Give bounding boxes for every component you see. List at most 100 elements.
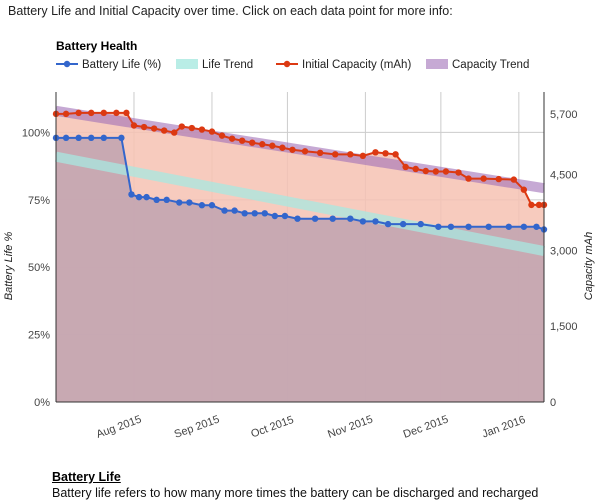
battery-life-heading: Battery Life — [52, 470, 121, 484]
battery-life-data-point[interactable] — [399, 220, 407, 228]
capacity-data-point[interactable] — [150, 125, 158, 132]
battery-life-data-point[interactable] — [143, 193, 150, 201]
capacity-data-point[interactable] — [140, 123, 148, 131]
capacity-data-point[interactable] — [402, 163, 409, 171]
capacity-data-point[interactable] — [535, 201, 543, 209]
capacity-data-point[interactable] — [316, 149, 324, 157]
battery-life-data-point[interactable] — [100, 134, 107, 142]
capacity-data-point[interactable] — [359, 152, 367, 160]
legend-swatch-dot — [283, 60, 291, 68]
battery-life-data-point[interactable] — [261, 210, 268, 217]
battery-life-data-point[interactable] — [505, 223, 512, 230]
capacity-data-point[interactable] — [208, 128, 216, 135]
battery-life-data-point[interactable] — [533, 223, 540, 230]
battery-life-data-point[interactable] — [163, 196, 170, 204]
legend-label: Battery Life (%) — [82, 59, 161, 71]
battery-life-data-point[interactable] — [241, 210, 248, 217]
capacity-data-point[interactable] — [218, 132, 226, 139]
capacity-data-point[interactable] — [465, 175, 472, 182]
capacity-data-point[interactable] — [269, 142, 276, 149]
battery-life-data-point[interactable] — [384, 220, 392, 228]
capacity-data-point[interactable] — [528, 201, 535, 209]
plot-area — [52, 105, 548, 403]
legend-battery-life[interactable]: Battery Life (%) — [56, 59, 161, 71]
legend-initial-capacity[interactable]: Initial Capacity (mAh) — [276, 59, 411, 71]
capacity-data-point[interactable] — [412, 165, 419, 173]
battery-life-data-point[interactable] — [75, 134, 82, 142]
capacity-data-point[interactable] — [495, 175, 502, 183]
capacity-data-point[interactable] — [392, 151, 399, 158]
capacity-data-point[interactable] — [382, 150, 389, 157]
capacity-data-point[interactable] — [422, 167, 429, 175]
capacity-data-point[interactable] — [62, 110, 70, 118]
battery-life-data-point[interactable] — [88, 134, 95, 142]
battery-life-data-point[interactable] — [231, 207, 238, 214]
battery-life-data-point[interactable] — [281, 212, 289, 220]
legend-label: Initial Capacity (mAh) — [302, 59, 411, 71]
capacity-data-point[interactable] — [100, 109, 107, 117]
battery-life-data-point[interactable] — [329, 215, 336, 222]
battery-life-data-point[interactable] — [128, 191, 135, 198]
battery-life-data-point[interactable] — [359, 218, 367, 225]
capacity-data-point[interactable] — [279, 144, 286, 151]
capacity-data-point[interactable] — [442, 168, 450, 175]
y-tick-label: 50% — [28, 262, 50, 274]
capacity-data-point[interactable] — [520, 186, 528, 193]
battery-life-data-point[interactable] — [118, 134, 125, 142]
battery-life-data-point[interactable] — [198, 202, 206, 209]
capacity-data-point[interactable] — [160, 127, 168, 134]
battery-life-data-point[interactable] — [186, 199, 193, 206]
capacity-data-point[interactable] — [171, 129, 178, 136]
capacity-data-point[interactable] — [372, 149, 379, 156]
battery-life-data-point[interactable] — [62, 134, 70, 142]
capacity-data-point[interactable] — [259, 141, 266, 148]
battery-life-data-point[interactable] — [176, 199, 183, 206]
capacity-data-point[interactable] — [289, 146, 296, 153]
capacity-data-point[interactable] — [130, 122, 138, 129]
capacity-data-point[interactable] — [510, 176, 518, 183]
battery-life-data-point[interactable] — [153, 196, 160, 204]
capacity-data-point[interactable] — [347, 151, 354, 158]
battery-life-data-point[interactable] — [251, 210, 258, 217]
legend-capacity-trend[interactable]: Capacity Trend — [426, 59, 529, 71]
capacity-data-point[interactable] — [178, 123, 185, 130]
battery-life-data-point[interactable] — [520, 223, 528, 230]
capacity-data-point[interactable] — [228, 135, 236, 142]
y-tick-label: 0% — [34, 397, 50, 409]
battery-life-data-point[interactable] — [311, 215, 319, 222]
capacity-data-point[interactable] — [249, 139, 256, 146]
intro-text: Battery Life and Initial Capacity over t… — [8, 4, 453, 18]
battery-life-data-point[interactable] — [271, 212, 279, 220]
capacity-data-point[interactable] — [432, 168, 440, 175]
capacity-data-point[interactable] — [332, 151, 339, 158]
life-trend-line — [55, 151, 545, 256]
legend-life-trend[interactable]: Life Trend — [176, 59, 253, 71]
capacity-data-point[interactable] — [198, 126, 206, 133]
capacity-data-point[interactable] — [480, 175, 487, 182]
x-tick-label: Nov 2015 — [326, 413, 374, 440]
battery-life-data-point[interactable] — [465, 223, 472, 230]
legend-swatch — [426, 59, 448, 69]
capacity-data-point[interactable] — [75, 109, 82, 117]
capacity-data-point[interactable] — [88, 109, 95, 117]
capacity-data-point[interactable] — [238, 137, 246, 144]
x-tick-label: Sep 2015 — [173, 413, 221, 440]
y-tick-label: 75% — [28, 195, 50, 207]
battery-life-data-point[interactable] — [294, 215, 301, 222]
capacity-line — [56, 111, 544, 206]
chart-title: Battery Health — [56, 39, 137, 53]
capacity-data-point[interactable] — [113, 109, 120, 117]
capacity-data-point[interactable] — [301, 148, 309, 155]
capacity-data-point[interactable] — [123, 109, 130, 117]
battery-life-data-point[interactable] — [372, 218, 379, 225]
battery-life-data-point[interactable] — [221, 207, 228, 214]
battery-life-data-point[interactable] — [417, 220, 424, 228]
battery-life-data-point[interactable] — [347, 215, 354, 222]
battery-life-data-point[interactable] — [208, 202, 216, 209]
battery-life-data-point[interactable] — [447, 223, 455, 230]
battery-life-data-point[interactable] — [435, 223, 442, 230]
capacity-data-point[interactable] — [188, 124, 196, 132]
battery-life-data-point[interactable] — [485, 223, 492, 230]
capacity-data-point[interactable] — [455, 169, 462, 176]
battery-life-data-point[interactable] — [135, 193, 143, 201]
